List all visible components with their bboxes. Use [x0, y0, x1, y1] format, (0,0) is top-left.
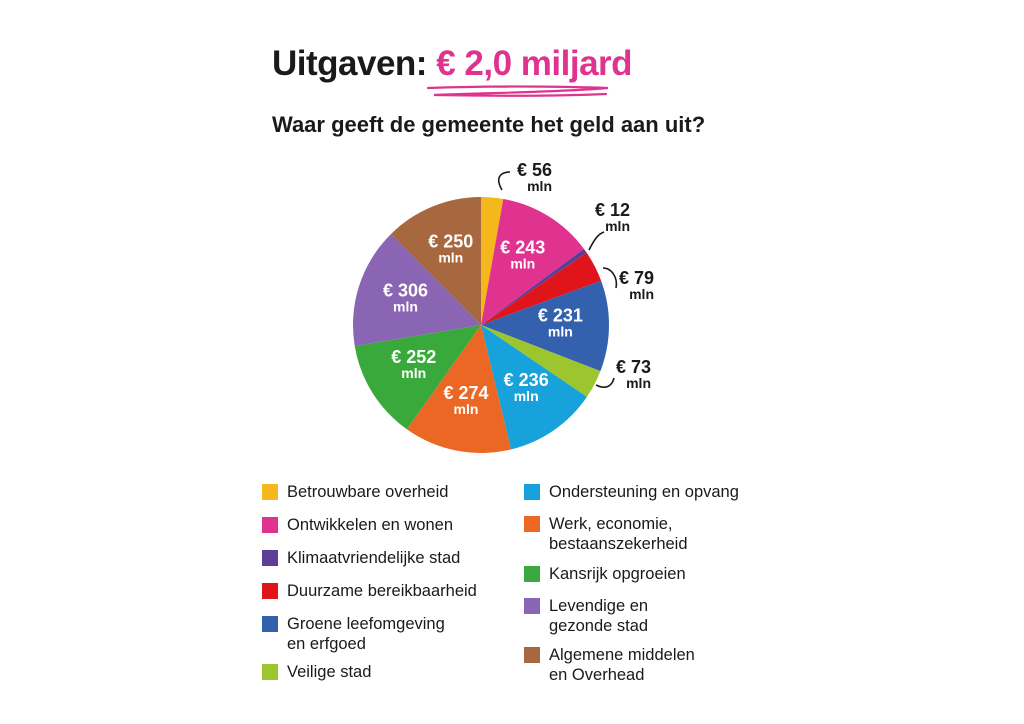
legend-item-ondersteuning-en-opvang: Ondersteuning en opvang — [524, 482, 739, 502]
legend-item-kansrijk-opgroeien: Kansrijk opgroeien — [524, 564, 686, 584]
pie-slice-duurzame-bereikbaarheid — [481, 252, 602, 325]
leader-line-duurzame-bereikbaarheid — [602, 267, 618, 289]
legend-label: Groene leefomgeving en erfgoed — [287, 615, 445, 653]
legend-item-duurzame-bereikbaarheid: Duurzame bereikbaarheid — [262, 581, 477, 601]
page-title: Uitgaven: € 2,0 miljard — [272, 44, 633, 84]
legend-item-veilige-stad: Veilige stad — [262, 662, 371, 682]
legend-swatch — [524, 647, 540, 663]
legend-swatch — [524, 484, 540, 500]
data-label-algemene-middelen-en-overhead: € 250 — [428, 232, 473, 252]
pie-slice-veilige-stad — [481, 325, 601, 397]
pie-slice-kansrijk-opgroeien — [354, 325, 481, 430]
data-unit-levendige-en-gezonde-stad: mln — [393, 299, 418, 315]
legend-swatch — [524, 598, 540, 614]
legend-label: Betrouwbare overheid — [287, 483, 449, 501]
legend-label: Levendige en gezonde stad — [549, 597, 649, 635]
title-prefix: Uitgaven: — [272, 44, 427, 83]
data-label-kansrijk-opgroeien: € 252 — [391, 347, 436, 367]
legend-label: Ontwikkelen en wonen — [287, 516, 454, 534]
legend-item-ontwikkelen-en-wonen: Ontwikkelen en wonen — [262, 515, 453, 535]
leader-line-veilige-stad — [595, 377, 615, 388]
legend-swatch — [262, 583, 278, 599]
pie-slice-groene-leefomgeving-en-erfgoed — [481, 280, 610, 372]
legend-item-algemene-middelen-en-overhead: Algemene middelen en Overhead — [524, 645, 695, 685]
data-unit-ontwikkelen-en-wonen: mln — [510, 256, 535, 272]
data-unit-veilige-stad: mln — [626, 375, 651, 391]
data-label-werk-economie-bestaanszekerheid: € 274 — [443, 383, 488, 403]
data-label-levendige-en-gezonde-stad: € 306 — [383, 281, 428, 301]
legend-label: Veilige stad — [287, 663, 372, 681]
data-label-ontwikkelen-en-wonen: € 243 — [500, 238, 545, 258]
data-unit-duurzame-bereikbaarheid: mln — [629, 286, 654, 302]
data-unit-groene-leefomgeving-en-erfgoed: mln — [548, 324, 573, 340]
legend-swatch — [524, 566, 540, 582]
title-underline — [426, 85, 609, 97]
chart-subtitle: Waar geeft de gemeente het geld aan uit? — [272, 112, 706, 137]
legend-item-groene-leefomgeving-en-erfgoed: Groene leefomgeving en erfgoed — [262, 614, 445, 654]
data-unit-klimaatvriendelijke-stad: mln — [605, 218, 630, 234]
data-unit-ondersteuning-en-opvang: mln — [514, 388, 539, 404]
legend-label: Duurzame bereikbaarheid — [287, 582, 477, 600]
legend-swatch — [262, 517, 278, 533]
data-unit-betrouwbare-overheid: mln — [527, 178, 552, 194]
data-label-ondersteuning-en-opvang: € 236 — [504, 370, 549, 390]
pie-slice-levendige-en-gezonde-stad — [353, 234, 481, 347]
pie-slice-algemene-middelen-en-overhead — [390, 197, 481, 325]
pie-slice-klimaatvriendelijke-stad — [481, 248, 587, 325]
pie-slice-ondersteuning-en-opvang — [481, 325, 587, 450]
leader-line-klimaatvriendelijke-stad — [588, 231, 605, 251]
legend-swatch — [262, 616, 278, 632]
legend-label: Kansrijk opgroeien — [549, 565, 686, 583]
data-label-betrouwbare-overheid: € 56 — [517, 160, 552, 180]
data-label-klimaatvriendelijke-stad: € 12 — [595, 200, 630, 220]
legend-label: Ondersteuning en opvang — [549, 483, 739, 501]
title-amount: € 2,0 miljard — [436, 44, 633, 83]
legend-item-betrouwbare-overheid: Betrouwbare overheid — [262, 482, 448, 502]
legend-item-levendige-en-gezonde-stad: Levendige en gezonde stad — [524, 596, 648, 636]
legend-label: Werk, economie, bestaanszekerheid — [549, 515, 688, 553]
legend-label: Klimaatvriendelijke stad — [287, 549, 461, 567]
data-label-veilige-stad: € 73 — [616, 357, 651, 377]
data-label-duurzame-bereikbaarheid: € 79 — [619, 268, 654, 288]
pie-slice-ontwikkelen-en-wonen — [481, 198, 584, 325]
leader-line-betrouwbare-overheid — [498, 171, 511, 191]
data-unit-algemene-middelen-en-overhead: mln — [438, 250, 463, 266]
data-label-groene-leefomgeving-en-erfgoed: € 231 — [538, 306, 583, 326]
legend-item-werk-economie-bestaanszekerheid: Werk, economie, bestaanszekerheid — [524, 514, 688, 554]
legend-swatch — [524, 516, 540, 532]
pie-slice-betrouwbare-overheid — [481, 197, 504, 325]
data-unit-kansrijk-opgroeien: mln — [401, 365, 426, 381]
pie-slice-werk-economie-bestaanszekerheid — [406, 325, 512, 453]
legend-label: Algemene middelen en Overhead — [549, 646, 695, 684]
legend-item-klimaatvriendelijke-stad: Klimaatvriendelijke stad — [262, 548, 460, 568]
legend-swatch — [262, 550, 278, 566]
data-unit-werk-economie-bestaanszekerheid: mln — [454, 401, 479, 417]
legend-swatch — [262, 664, 278, 680]
legend-swatch — [262, 484, 278, 500]
